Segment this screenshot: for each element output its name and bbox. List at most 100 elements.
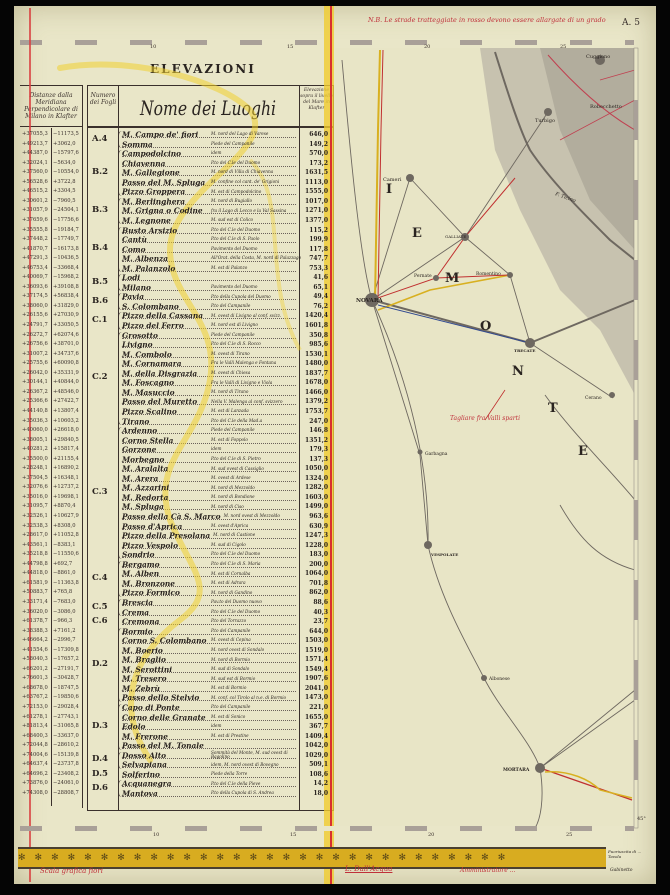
town-romentino: Romentino xyxy=(476,271,501,277)
elevation-value: 1499,0 xyxy=(305,503,328,511)
table-row: M. Legnone M. sud est di Colico 1377,0 xyxy=(122,216,330,225)
place-note: P.to della Cupola del Duomo xyxy=(211,293,271,299)
elevation-value: 1530,1 xyxy=(305,350,328,358)
distance-x: +31007,2 xyxy=(22,350,48,357)
town-trecate: TRECATE xyxy=(514,348,535,353)
yellow-road xyxy=(377,274,511,311)
table-row: Corno S. Colombano M. ovest di Cepina 1503… xyxy=(122,636,330,645)
divider xyxy=(299,128,300,810)
distance-x: +35036,3 xyxy=(22,417,48,424)
yellow-road xyxy=(544,771,633,799)
distance-y: −3086,0 xyxy=(53,608,76,615)
place-note: M. nord di Mezzoldo xyxy=(211,484,255,490)
distance-y: −17749,7 xyxy=(53,236,79,243)
latitude-label: 45° xyxy=(637,816,646,822)
distance-y: −7683,0 xyxy=(53,598,76,605)
region-lettering: I E M O N T E xyxy=(386,182,588,459)
table-row: Corno Stella M. est di Foppolo 1351,2 xyxy=(122,436,330,445)
dotted-leader xyxy=(122,528,296,530)
place-note: M. est di Campodolcino xyxy=(211,188,262,194)
place-name: Corno delle Granate xyxy=(122,712,206,722)
table-row: S. Colombano P.to del Campanile 76,2 xyxy=(122,302,330,311)
sheet-number: C.6 xyxy=(92,615,108,626)
elevation-value: 115,2 xyxy=(309,226,328,234)
place-name: M. Combolo xyxy=(122,349,172,359)
sheet-number: C.2 xyxy=(92,372,108,383)
table-row: Pizzo Vespolo M. sud di Cigolo 1228,0 xyxy=(122,541,330,550)
town-vespolate: VESPOLATE xyxy=(430,552,458,557)
table-row: Passo d'Aprica M. ovest d'Aprica 630,9 xyxy=(122,522,330,531)
distance-y: −17309,8 xyxy=(53,646,79,653)
sheet-number: D.4 xyxy=(92,754,108,765)
place-note: Piede del Campanile xyxy=(211,140,255,146)
distance-y: +13807,4 xyxy=(53,407,79,414)
place-note: M. est di Foppolo xyxy=(211,436,248,442)
town-galliate: GALLIATE xyxy=(445,234,466,239)
region-letter: N xyxy=(512,364,524,379)
elevation-value: 221,0 xyxy=(309,704,328,711)
distance-y: +38701,0 xyxy=(53,341,79,348)
place-note: M. sud est di Bormio xyxy=(211,675,256,681)
distance-x: +32526,1 xyxy=(22,513,48,519)
dotted-leader xyxy=(122,519,296,520)
dotted-leader xyxy=(122,175,296,177)
table-row: Corno delle Granate M. est di Sonico 1655,… xyxy=(122,713,330,722)
signature: L. Dall'Acqua xyxy=(345,865,393,873)
town-garbagna: Garbagna xyxy=(425,451,448,457)
elevation-value: 1631,5 xyxy=(305,169,328,177)
distance-y: −11363,8 xyxy=(53,579,79,586)
dotted-leader xyxy=(122,614,296,616)
elevation-value: 862,0 xyxy=(309,589,328,597)
ornamental-border: ✻✻✻✻✻✻✻✻✻✻✻✻✻✻✻✻✻✻✻✻✻✻✻✻✻✻✻✻✻✻ xyxy=(18,847,606,869)
dotted-leader xyxy=(122,270,296,272)
distance-y: +27030,9 xyxy=(53,312,79,319)
sheet-number: D.6 xyxy=(92,782,108,793)
place-name: Livigno xyxy=(122,340,153,350)
place-note: P.to del C.le della Mad.a xyxy=(211,417,263,423)
distance-x: +37174,5 xyxy=(22,293,48,300)
place-name: Cantù xyxy=(122,235,147,245)
table-row: Mantova P.to della Cupola di S. Andrea 18,… xyxy=(122,789,330,798)
distance-x: +44387,0 xyxy=(22,150,48,157)
distance-x: +40060,0 xyxy=(22,427,48,434)
distance-x: +37560,0 xyxy=(22,169,48,176)
distance-y: −966,3 xyxy=(53,618,73,625)
distance-y: −29028,4 xyxy=(53,704,79,710)
table-row: Capo di Ponte P.to del Campanile 221,0 xyxy=(122,703,330,712)
distance-x: +38388,3 xyxy=(22,627,48,634)
distance-x: +40281,2 xyxy=(22,446,48,453)
distance-y: +56838,4 xyxy=(53,293,79,300)
place-note: M. nord del Lago di Varese xyxy=(211,131,269,137)
red-meridian-line xyxy=(29,8,31,882)
dotted-leader xyxy=(122,222,296,224)
distance-y: −28808,7 xyxy=(53,789,79,796)
distance-y: −11173,5 xyxy=(53,131,79,137)
elevation-value: 65,1 xyxy=(313,283,328,291)
header-elevation: Elevazione sopra il livello del Mare in … xyxy=(300,88,333,111)
distance-y: −15139,8 xyxy=(53,751,79,758)
elevation-value: 76,2 xyxy=(313,302,328,310)
place-note: P.to del C.le del Duomo xyxy=(211,551,261,557)
town-cuggiono: Cuggiono xyxy=(586,54,610,60)
region-letter: M xyxy=(445,271,459,286)
dotted-leader xyxy=(122,471,296,473)
table-row: Busto Arsizio P.to del C.le del Duomo 115,… xyxy=(122,226,330,235)
table-row: M. Grigna o Codine fra il Lago di Lecco e… xyxy=(122,206,330,215)
place-note: P.to del C.le del Duomo xyxy=(211,159,261,165)
distance-x: +49213,7 xyxy=(22,140,48,147)
dotted-leader xyxy=(122,729,296,731)
cuggiono-symbol xyxy=(595,55,605,65)
table-row: Campodolcino idem 570,0 xyxy=(122,149,330,158)
distance-x: +72153,0 xyxy=(22,704,48,710)
place-note: M. ovest di Tirano xyxy=(211,350,250,356)
elevation-value: 108,6 xyxy=(309,770,328,778)
place-name: M. Braglio xyxy=(122,655,166,665)
elevation-value: 1549,4 xyxy=(305,665,328,673)
distance-x: +26042,0 xyxy=(22,369,48,376)
elevation-value: 570,0 xyxy=(309,150,328,158)
elevation-value: 963,6 xyxy=(309,513,328,520)
table-row: M. Bronzone M. est di Adrara 701,8 xyxy=(122,579,330,588)
distance-x: +37659,6 xyxy=(22,216,48,223)
table-row: Como Pavimento del Duomo 117,8 xyxy=(122,245,330,254)
